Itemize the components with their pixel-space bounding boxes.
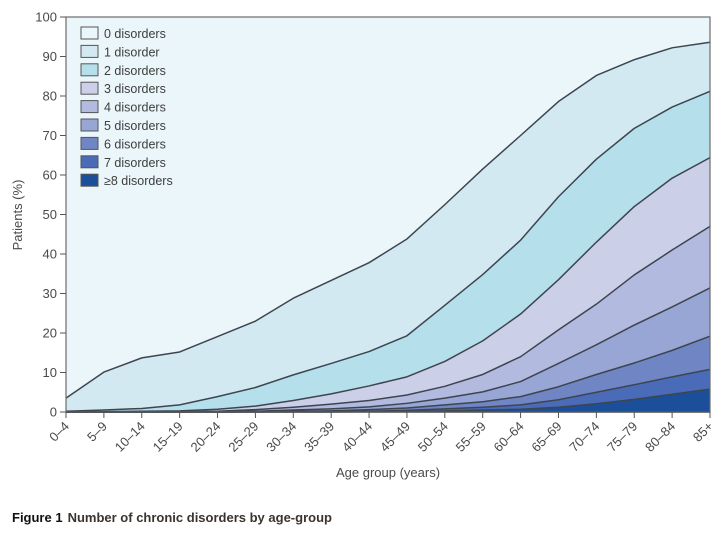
legend-swatch	[80, 118, 99, 132]
area-2-disorders	[66, 91, 710, 412]
x-axis: 0–4 5–9 10–14 15–19 20–24 25–29 30–34 35–39 40–4…	[46, 411, 716, 455]
y-tick-label: 40	[43, 247, 57, 262]
area-1-disorder	[66, 42, 710, 412]
legend-label: 4 disorders	[104, 101, 166, 115]
legend-swatch	[80, 155, 99, 169]
legend-label: 6 disorders	[104, 137, 166, 151]
legend-label: 2 disorders	[104, 64, 166, 78]
legend-label: 7 disorders	[104, 156, 166, 170]
figure-number: Figure 1	[12, 510, 63, 525]
legend-item: 4 disorders	[80, 100, 166, 115]
area-3-disorders	[66, 157, 710, 412]
x-axis-title: Age group (years)	[336, 465, 440, 480]
x-tick-label: 65–69	[528, 419, 564, 455]
legend-swatch	[80, 100, 99, 114]
y-tick-label: 30	[43, 286, 57, 301]
legend-swatch	[80, 44, 99, 58]
x-tick-label: 30–34	[263, 419, 299, 455]
legend-swatch	[80, 26, 99, 40]
legend-label: ≥8 disorders	[104, 174, 173, 188]
legend-swatch	[80, 136, 99, 150]
x-tick-label: 40–44	[339, 419, 375, 455]
area-0-disorders	[66, 17, 710, 399]
x-tick-label: 85+	[690, 419, 716, 445]
legend-item: 1 disorder	[80, 44, 160, 59]
x-tick-label: 0–4	[46, 419, 72, 445]
y-tick-label: 70	[43, 128, 57, 143]
x-tick-label: 55–59	[453, 419, 489, 455]
x-tick-label: 35–39	[301, 419, 337, 455]
legend-item: 7 disorders	[80, 155, 166, 170]
y-tick-label: 50	[43, 207, 57, 222]
x-tick-label: 25–29	[225, 419, 261, 455]
boundary-line-1-disorder	[65, 41, 711, 399]
legend-label: 5 disorders	[104, 119, 166, 133]
area-4-disorders	[66, 226, 710, 412]
y-tick-label: 0	[50, 405, 57, 420]
x-tick-label: 60–64	[491, 419, 527, 455]
legend-label: 3 disorders	[104, 82, 166, 96]
x-tick-label: 70–74	[566, 419, 602, 455]
x-tick-label: 50–54	[415, 419, 451, 455]
area-layers	[66, 17, 710, 412]
y-tick-label: 10	[43, 365, 57, 380]
y-tick-label: 60	[43, 168, 57, 183]
boundary-line-2-disorders	[65, 90, 711, 412]
y-tick-label: 20	[43, 326, 57, 341]
legend-item: 0 disorders	[80, 26, 166, 41]
area-6-disorders	[66, 336, 710, 412]
y-axis: 0 10 20 30 40 50 60 70 80 90 100	[35, 10, 66, 420]
x-tick-label: 75–79	[604, 419, 640, 455]
legend-item: ≥8 disorders	[80, 173, 173, 188]
legend-item: 5 disorders	[80, 118, 166, 133]
legend-swatch	[80, 81, 99, 95]
legend-item: 6 disorders	[80, 136, 166, 151]
legend: 0 disorders 1 disorder 2 disorders 3 disord…	[80, 26, 173, 188]
legend-swatch	[80, 173, 99, 187]
x-tick-label: 80–84	[642, 419, 678, 455]
x-tick-label: 5–9	[84, 419, 110, 445]
boundary-line-3-disorders	[65, 156, 711, 413]
x-tick-label: 45–49	[377, 419, 413, 455]
area-ge8-disorders	[66, 389, 710, 412]
x-tick-label: 10–14	[112, 419, 148, 455]
legend-label: 0 disorders	[104, 27, 166, 41]
figure-caption: Figure 1 Number of chronic disorders by a…	[12, 510, 332, 525]
y-tick-label: 100	[35, 10, 57, 25]
y-tick-label: 90	[43, 49, 57, 64]
legend-swatch	[80, 63, 99, 77]
area-5-disorders	[66, 287, 710, 412]
y-tick-label: 80	[43, 89, 57, 104]
x-tick-label: 20–24	[187, 419, 223, 455]
x-tick-label: 15–19	[150, 419, 186, 455]
legend-item: 3 disorders	[80, 81, 166, 96]
figure-caption-text: Number of chronic disorders by age-group	[67, 510, 332, 525]
legend-item: 2 disorders	[80, 63, 166, 78]
y-axis-title: Patients (%)	[10, 180, 25, 251]
legend-label: 1 disorder	[104, 45, 160, 59]
